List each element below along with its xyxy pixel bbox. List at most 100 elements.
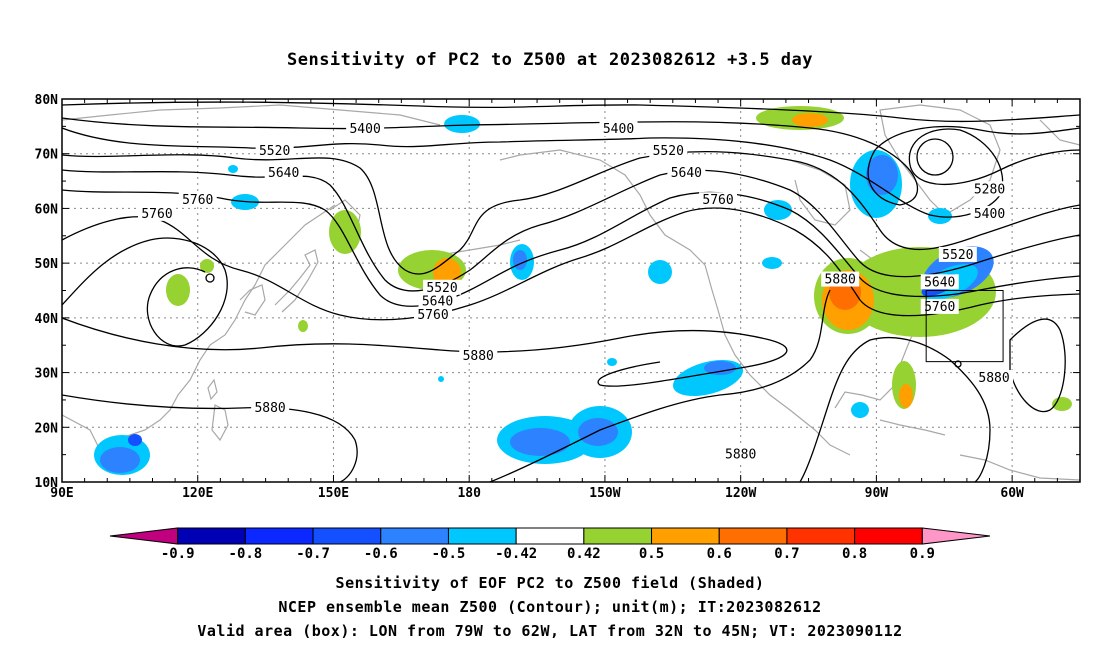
colorbar-cell <box>718 527 788 545</box>
coast-na-west <box>704 264 851 456</box>
figure-title: Sensitivity of PC2 to Z500 at 2023082612… <box>286 50 813 70</box>
colorbar-cell <box>786 527 856 545</box>
shade-blob <box>513 250 527 270</box>
contour-line <box>799 336 991 482</box>
contour-label-bg <box>920 274 959 290</box>
shade-blob <box>764 200 792 220</box>
contour-label: 5880 <box>978 371 1009 386</box>
colorbar-label: 0.8 <box>842 546 867 562</box>
contour-label: 5760 <box>141 207 172 222</box>
lat-label: 80N <box>35 93 59 108</box>
contour-line <box>62 101 1080 123</box>
contour-line <box>62 237 228 347</box>
lat-label: 20N <box>35 421 59 436</box>
coast-philippines <box>211 404 229 442</box>
contour-label: 5880 <box>254 401 285 416</box>
contour-line <box>916 138 954 176</box>
lon-label: 120E <box>182 486 213 501</box>
colorbar-cell <box>177 527 246 545</box>
contour-line <box>1009 318 1066 413</box>
colorbar-label: -0.8 <box>229 546 263 562</box>
contour-label-bg <box>414 307 453 323</box>
lat-label: 60N <box>35 202 59 217</box>
contour-label: 5880 <box>825 273 856 288</box>
shade-blob <box>200 259 214 273</box>
shade-blob <box>510 428 570 456</box>
colorbar-label: 0.42 <box>567 546 601 562</box>
shade-blob <box>298 320 308 332</box>
colorbar-cell <box>921 527 991 545</box>
contour-line <box>62 189 1080 307</box>
shade-blob <box>100 447 140 473</box>
contour-label-bg <box>264 164 303 180</box>
contour-label-bg <box>970 205 1009 221</box>
contour-label: 5400 <box>349 122 380 137</box>
lat-label: 10N <box>35 476 59 491</box>
shade-blob <box>792 113 828 127</box>
contour-label-bg <box>418 293 457 309</box>
lon-label: 120W <box>725 486 756 501</box>
colorbar-cell <box>380 527 449 545</box>
gridlines <box>62 99 1080 482</box>
coast-aleutians <box>439 239 521 256</box>
contour-label-bg <box>938 246 977 262</box>
contour-line <box>62 150 1080 275</box>
contour-line <box>62 207 1080 321</box>
contour-label: 5400 <box>974 207 1005 222</box>
shade-blob <box>866 155 898 195</box>
coast-caribbean <box>879 419 946 436</box>
coast-taiwan <box>207 378 218 401</box>
colorbar-label: -0.6 <box>364 546 398 562</box>
caption-line-1: Sensitivity of EOF PC2 to Z500 field (Sh… <box>335 574 765 592</box>
contour-label-bg <box>821 271 860 287</box>
colorbar-cell <box>651 527 720 545</box>
contour-label-bg <box>459 348 498 364</box>
contour-label-bg <box>423 279 462 295</box>
lat-label: 70N <box>35 148 59 163</box>
coast-korea <box>239 284 266 316</box>
contour-label: 5760 <box>702 193 733 208</box>
shade-blob <box>648 260 672 284</box>
contour-label: 5760 <box>182 193 213 208</box>
contour-line <box>62 127 1080 218</box>
caption-line-3: Valid area (box): LON from 79W to 62W, L… <box>197 622 903 640</box>
coast-south-america <box>959 454 1080 481</box>
shade-blob <box>166 274 190 306</box>
contour-label: 5880 <box>725 448 756 463</box>
contour-label-bg <box>699 192 738 208</box>
contour-label: 5880 <box>463 349 494 364</box>
colorbar-label: 0.5 <box>639 546 664 562</box>
contour-line <box>205 273 215 283</box>
contour-label-bg <box>346 121 385 137</box>
contour-label-bg <box>251 400 290 416</box>
shade-blob <box>444 115 480 133</box>
shade-blob <box>1052 397 1072 411</box>
contour-label-bg <box>138 205 177 221</box>
contour-label: 5640 <box>268 166 299 181</box>
colorbar-label: 0.9 <box>910 546 935 562</box>
contour-label-bg <box>255 142 294 158</box>
lon-label: 90E <box>50 486 73 501</box>
colorbar: -0.9 -0.8 -0.7 -0.6 -0.5 -0.42 0.42 0.5 0.6 0.7 0.… <box>109 527 991 562</box>
contour-line <box>62 117 1080 206</box>
lat-label: 40N <box>35 312 59 327</box>
lat-label: 50N <box>35 257 59 272</box>
latitude-labels: 80N 70N 60N 50N 40N 30N 20N 10N <box>35 93 59 491</box>
coast-japan <box>274 249 319 313</box>
shade-blob <box>228 165 238 173</box>
colorbar-label: 0.6 <box>707 546 732 562</box>
coast-europe-edge <box>1039 119 1080 146</box>
lat-label: 30N <box>35 367 59 382</box>
colorbar-label: 0.7 <box>774 546 799 562</box>
colorbar-cell <box>447 527 517 545</box>
shade-blob <box>762 257 782 269</box>
colorbar-cell <box>312 527 382 545</box>
valid-area-box <box>925 290 1004 363</box>
colorbar-label: -0.42 <box>495 546 537 562</box>
shade-blob <box>899 384 913 408</box>
shade-blob <box>329 210 361 254</box>
contour-label: 5640 <box>422 294 453 309</box>
